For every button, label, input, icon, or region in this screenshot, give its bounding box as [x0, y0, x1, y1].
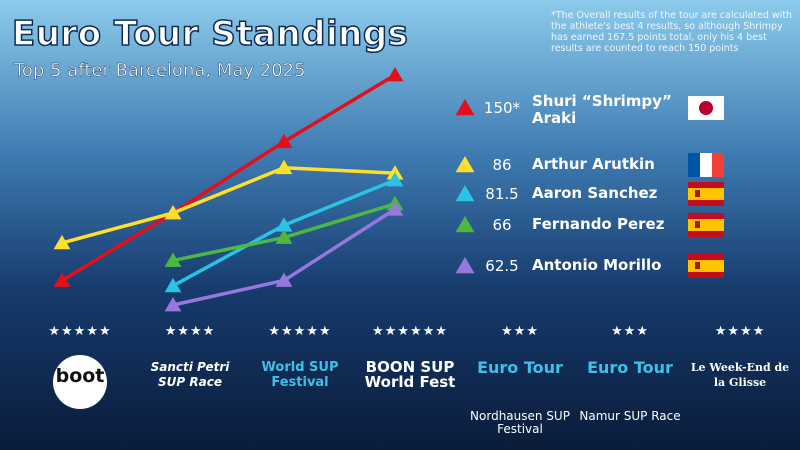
- event-rating: ★★★★★: [48, 324, 112, 339]
- event-rating: ★★★: [611, 324, 649, 339]
- event-logo: Sancti Petri SUP Race: [150, 360, 230, 389]
- event-caption: Namur SUP Race: [579, 409, 681, 423]
- flag: [699, 101, 713, 115]
- point-marker: [275, 272, 293, 287]
- point-marker: [275, 159, 293, 175]
- legend-label: Arthur Arutkin: [532, 155, 655, 173]
- point-marker: [275, 229, 293, 244]
- event-logo: World SUP Festival: [261, 360, 339, 390]
- flag: [700, 153, 712, 177]
- legend-label: Fernando Perez: [532, 215, 665, 233]
- point-marker: [386, 201, 404, 216]
- flag: [688, 260, 724, 272]
- point-marker: [386, 67, 404, 82]
- point-marker: [53, 234, 71, 250]
- legend-label: Antonio Morillo: [532, 256, 662, 274]
- legend-value: 66: [492, 216, 512, 234]
- legend-item: [455, 213, 724, 237]
- flag: [688, 219, 724, 231]
- point-marker: [53, 272, 71, 287]
- flag: [695, 262, 700, 269]
- legend-label: Aaron Sanchez: [532, 184, 658, 202]
- event-logo: Le Week-End de la Glisse: [690, 361, 790, 389]
- legend-item: [455, 153, 724, 177]
- flag: [695, 221, 700, 228]
- chart-title: Euro Tour Standings: [11, 13, 409, 55]
- legend-item: [455, 182, 724, 206]
- legend-label: Shuri “Shrimpy” Araki: [532, 92, 672, 127]
- legend-value: 62.5: [485, 257, 519, 275]
- flag: [712, 153, 724, 177]
- point-marker: [164, 297, 182, 312]
- point-marker: [386, 172, 404, 187]
- point-marker: [275, 217, 293, 232]
- legend-marker: [455, 185, 475, 202]
- point-marker: [164, 252, 182, 267]
- legend-marker: [455, 156, 475, 173]
- footnote: *The Overall results of the tour are cal…: [551, 10, 793, 54]
- point-marker: [275, 133, 293, 149]
- event-logo-bg: [53, 355, 107, 409]
- legend-item: [455, 254, 724, 278]
- legend-value: 86: [492, 156, 512, 174]
- event-logo: Euro Tour: [587, 358, 673, 377]
- point-marker: [164, 277, 182, 293]
- flag: [695, 190, 700, 197]
- event-caption: Nordhausen SUP Festival: [470, 409, 570, 436]
- legend-value: 150*: [483, 99, 521, 117]
- event-rating: ★★★: [501, 324, 539, 339]
- point-marker: [164, 205, 182, 220]
- event-rating: ★★★★: [714, 324, 766, 339]
- legend-item: [455, 96, 724, 120]
- series-line: [61, 166, 396, 245]
- event-logo: Euro Tour: [477, 358, 563, 377]
- legend-marker: [455, 257, 475, 274]
- flag: [688, 188, 724, 200]
- event-logo: boot: [55, 365, 105, 387]
- event-rating: ★★★★★: [268, 324, 332, 339]
- legend-value: 81.5: [485, 185, 519, 203]
- legend-marker: [455, 99, 475, 116]
- legend-marker: [455, 216, 475, 233]
- event-rating: ★★★★: [164, 324, 216, 339]
- flag: [688, 153, 700, 177]
- event-logo: BOON SUP World Fest: [364, 358, 456, 391]
- series-line: [61, 73, 396, 282]
- event-rating: ★★★★★★: [372, 324, 448, 339]
- chart-subtitle: Top 5 after Barcelona, May 2025: [14, 60, 306, 81]
